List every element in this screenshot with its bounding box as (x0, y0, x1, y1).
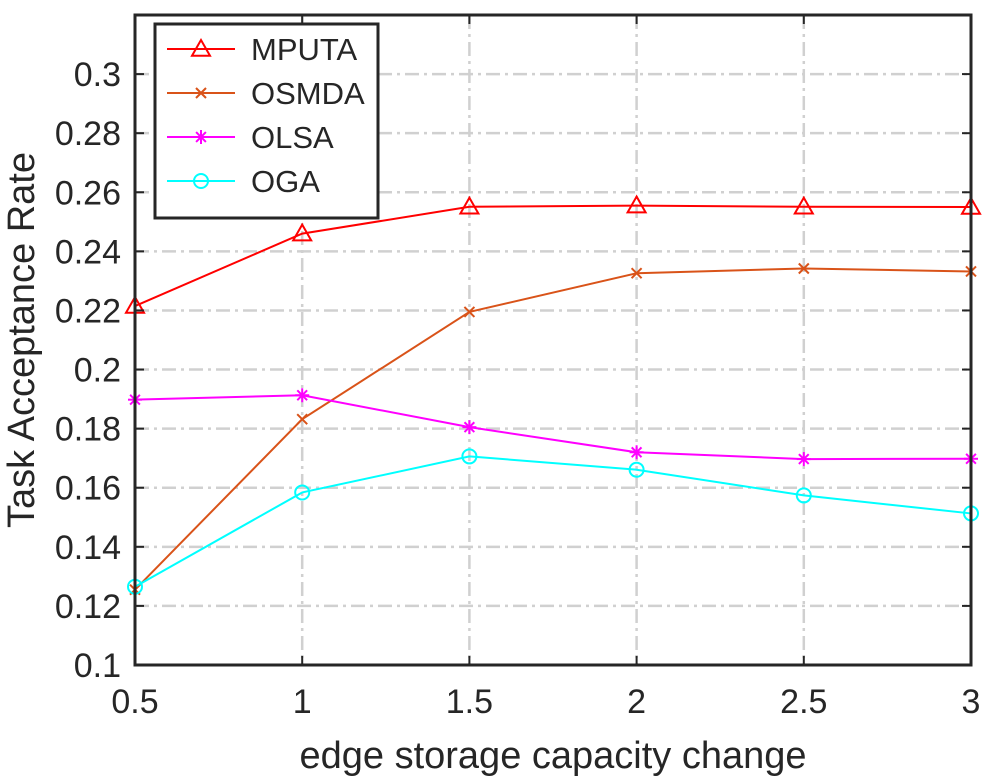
data-point-osmda (463, 306, 476, 318)
x-tick-label: 2.5 (780, 683, 827, 721)
data-point-osmda-stroke (798, 262, 810, 275)
legend-marker-oga (193, 173, 209, 189)
y-axis-label: Task Acceptance Rate (1, 152, 43, 528)
data-point-olsa (629, 445, 644, 460)
data-point-osmda-stroke (630, 267, 643, 279)
series-olsa (128, 388, 978, 467)
series-line-olsa (134, 394, 972, 461)
ticks: 0.5 1 1.5 2 2.5 3 0.1 0.12 0.14 0.16 0.18 0.2 0.22 0.… (55, 15, 981, 721)
data-point-oga (461, 448, 478, 465)
data-point-osmda (798, 262, 810, 275)
y-tick-label: 0.1 (74, 647, 121, 685)
legend: MPUTA OSMDA OLSA OGA (153, 22, 380, 220)
data-point-olsa (462, 420, 477, 435)
series-mputa (124, 194, 982, 314)
series-line-mputa (134, 204, 972, 307)
legend-marker-osmda (195, 87, 207, 99)
legend-label-mputa: MPUTA (251, 32, 358, 67)
series-layer (124, 194, 982, 596)
x-tick-label: 0.5 (111, 683, 158, 721)
y-tick-label: 0.2 (74, 352, 121, 390)
data-point-olsa (295, 388, 310, 403)
legend-label-oga: OGA (251, 164, 320, 199)
data-point-mputa (625, 194, 648, 214)
plot-area-frame (133, 13, 973, 667)
data-point-mputa (291, 222, 313, 242)
data-point-oga (294, 484, 311, 501)
y-tick-label: 0.3 (74, 56, 121, 94)
y-tick-label: 0.18 (55, 411, 121, 449)
data-point-olsa-stroke (463, 421, 476, 433)
legend-marker-olsa-stroke (195, 131, 207, 143)
legend-label-osmda: OSMDA (251, 76, 365, 111)
legend-label-olsa: OLSA (251, 120, 334, 155)
data-point-olsa (796, 452, 811, 467)
legend-marker-mputa (190, 37, 212, 57)
y-tick-label: 0.22 (55, 292, 121, 330)
x-tick-label: 3 (962, 683, 981, 721)
data-point-olsa-stroke (798, 453, 810, 465)
data-point-osmda (296, 413, 308, 425)
y-tick-label: 0.28 (55, 115, 121, 153)
series-line-osmda (134, 267, 972, 591)
x-tick-label: 1 (293, 683, 312, 721)
x-tick-label: 1.5 (446, 683, 493, 721)
data-point-osmda (630, 267, 643, 279)
data-point-mputa (458, 195, 481, 215)
legend-marker-osmda-stroke (195, 87, 207, 99)
y-tick-label: 0.16 (55, 470, 121, 508)
y-tick-label: 0.14 (55, 529, 121, 567)
data-point-olsa-stroke (630, 446, 643, 458)
series-oga (127, 448, 979, 595)
legend-marker-olsa (194, 130, 208, 144)
data-point-osmda-stroke (296, 413, 308, 425)
series-line-oga (134, 455, 972, 588)
y-tick-label: 0.26 (55, 174, 121, 212)
x-tick-label: 2 (627, 683, 646, 721)
x-axis-label: edge storage capacity change (299, 735, 806, 777)
data-point-oga (795, 487, 812, 504)
data-point-oga (628, 461, 645, 478)
data-point-osmda-stroke (463, 306, 476, 318)
data-point-mputa (793, 195, 815, 215)
data-point-olsa-stroke (296, 389, 308, 401)
y-tick-label: 0.24 (55, 233, 121, 271)
y-tick-label: 0.12 (55, 588, 121, 626)
